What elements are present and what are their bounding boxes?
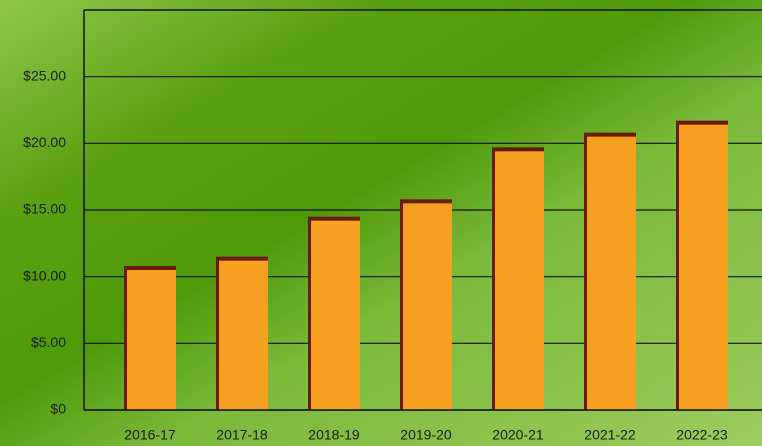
x-tick-label: 2019-20 bbox=[400, 427, 452, 443]
x-tick-label: 2018-19 bbox=[308, 427, 360, 443]
chart: $0 $5.00 $10.00 $15.00 $20.00 $25.00 2016-17 20… bbox=[0, 0, 762, 446]
bar bbox=[492, 147, 544, 410]
y-tick-label: $15.00 bbox=[23, 201, 66, 217]
bar-face bbox=[587, 137, 636, 410]
bar bbox=[124, 266, 176, 410]
background bbox=[0, 0, 762, 446]
bar-face bbox=[311, 221, 360, 410]
bar bbox=[308, 217, 360, 410]
y-tick-label: $5.00 bbox=[31, 334, 66, 350]
bar-face bbox=[127, 270, 176, 410]
bar-face bbox=[495, 151, 544, 410]
y-tick-label: $20.00 bbox=[23, 134, 66, 150]
x-tick-label: 2021-22 bbox=[584, 427, 636, 443]
y-tick-label: $25.00 bbox=[23, 67, 66, 83]
bar-face bbox=[403, 203, 452, 410]
bar bbox=[400, 199, 452, 410]
x-tick-label: 2017-18 bbox=[216, 427, 268, 443]
bar-face bbox=[219, 261, 268, 410]
x-tick-label: 2022-23 bbox=[676, 427, 728, 443]
bar bbox=[216, 257, 268, 410]
bar bbox=[676, 121, 728, 410]
y-tick-label: $10.00 bbox=[23, 267, 66, 283]
x-tick-label: 2016-17 bbox=[124, 427, 176, 443]
bar-face bbox=[679, 125, 728, 410]
bar bbox=[584, 133, 636, 410]
x-tick-label: 2020-21 bbox=[492, 427, 544, 443]
y-tick-label: $0 bbox=[50, 401, 66, 417]
